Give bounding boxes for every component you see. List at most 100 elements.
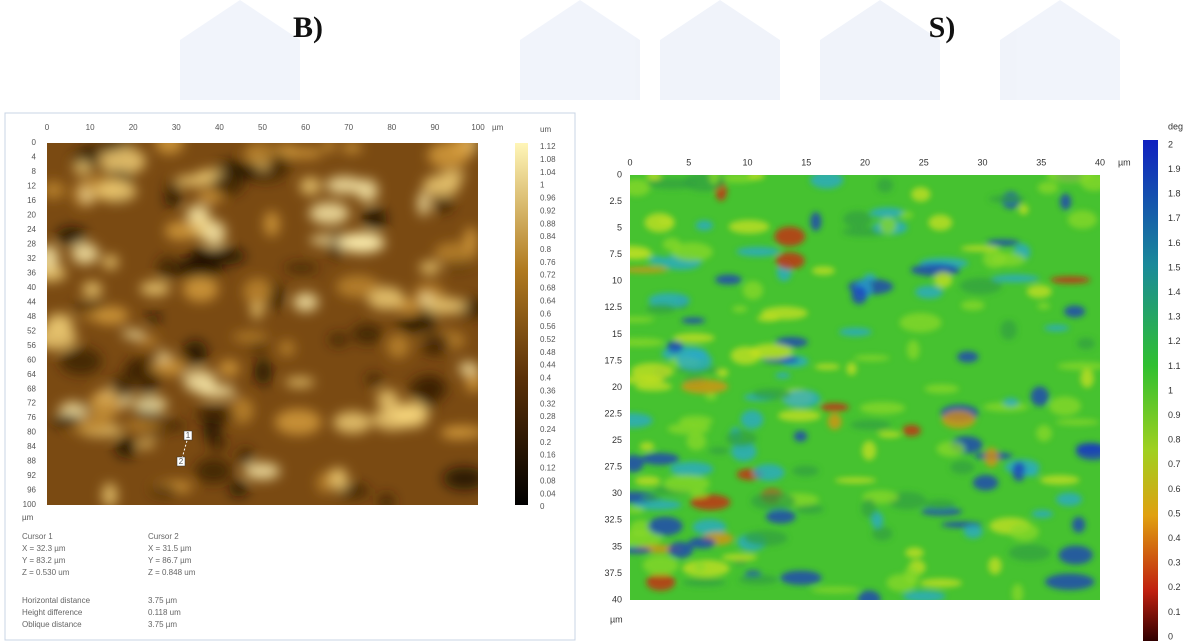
grain bbox=[231, 331, 269, 342]
grain bbox=[125, 419, 163, 432]
grain bbox=[630, 519, 653, 537]
grain bbox=[775, 372, 791, 379]
grain bbox=[88, 391, 122, 419]
grain bbox=[906, 339, 920, 360]
grain bbox=[1009, 522, 1040, 542]
grain bbox=[1055, 492, 1083, 507]
grain bbox=[126, 360, 143, 375]
grain bbox=[905, 547, 924, 559]
grain bbox=[419, 261, 441, 275]
grain bbox=[682, 578, 727, 587]
grain bbox=[465, 370, 478, 393]
grain bbox=[71, 242, 99, 265]
colorbar-tick-label: 0.48 bbox=[540, 348, 556, 357]
grain bbox=[668, 541, 693, 559]
grain bbox=[777, 409, 821, 422]
grain bbox=[678, 415, 713, 427]
x-tick-label: 5 bbox=[686, 157, 691, 167]
grain bbox=[335, 233, 384, 251]
cursor-marker: 1 bbox=[186, 431, 191, 440]
colorbar-tick-label: 0.76 bbox=[540, 258, 556, 267]
grain bbox=[100, 147, 146, 175]
measure-value: 0.118 um bbox=[148, 608, 181, 617]
grain bbox=[1039, 475, 1080, 485]
grain bbox=[284, 377, 315, 388]
grain bbox=[182, 276, 219, 302]
grain bbox=[738, 574, 779, 585]
grain bbox=[736, 246, 780, 257]
colorbar-tick-label: 0.88 bbox=[540, 219, 556, 228]
grain bbox=[690, 490, 708, 498]
grain bbox=[1003, 397, 1019, 407]
grain bbox=[705, 393, 717, 401]
x-tick-label: 100 bbox=[471, 123, 485, 132]
grain bbox=[1046, 175, 1094, 183]
grain bbox=[732, 305, 748, 313]
y-tick-label: 80 bbox=[27, 428, 36, 437]
grain bbox=[309, 202, 350, 225]
grain bbox=[924, 499, 956, 511]
grain bbox=[418, 293, 433, 304]
grain bbox=[775, 336, 808, 348]
grain bbox=[640, 452, 680, 466]
colorbar-tick-label: 0.84 bbox=[540, 232, 556, 241]
grain bbox=[748, 175, 765, 180]
cursor-x: X = 32.3 µm bbox=[22, 544, 66, 553]
y-tick-label: 32.5 bbox=[604, 515, 622, 525]
grain bbox=[164, 192, 182, 207]
grain bbox=[135, 335, 160, 347]
grain bbox=[351, 323, 383, 344]
grain bbox=[693, 560, 706, 574]
y-tick-label: 20 bbox=[27, 211, 36, 220]
y-tick-label: 20 bbox=[612, 382, 622, 392]
grain bbox=[243, 462, 281, 480]
grain bbox=[1067, 210, 1098, 229]
grain bbox=[183, 369, 217, 393]
colorbar-tick-label: 0.8 bbox=[1168, 435, 1181, 445]
grain bbox=[690, 494, 731, 511]
grain bbox=[56, 226, 87, 246]
grain bbox=[1057, 362, 1100, 371]
grain bbox=[114, 435, 138, 459]
grain bbox=[682, 559, 730, 578]
x-tick-label: 20 bbox=[129, 123, 138, 132]
grain bbox=[635, 381, 673, 392]
grain bbox=[458, 361, 478, 375]
y-tick-label: 8 bbox=[32, 167, 37, 176]
grain bbox=[843, 210, 872, 228]
grain bbox=[647, 516, 683, 536]
y-tick-label: 16 bbox=[27, 196, 36, 205]
y-tick-label: 0 bbox=[617, 169, 622, 179]
cursor-x: X = 31.5 µm bbox=[148, 544, 192, 553]
grain bbox=[774, 226, 806, 247]
grain bbox=[630, 547, 652, 554]
grain bbox=[648, 256, 665, 265]
y-tick-label: 64 bbox=[27, 370, 36, 379]
grain bbox=[1022, 469, 1039, 477]
grain bbox=[47, 264, 67, 282]
grain bbox=[708, 446, 730, 455]
y-tick-label: 2.5 bbox=[609, 196, 622, 206]
colorbar-tick-label: 0.36 bbox=[540, 386, 556, 395]
grain bbox=[915, 285, 944, 299]
grain bbox=[928, 214, 953, 231]
grain bbox=[708, 175, 720, 185]
grain bbox=[793, 430, 808, 442]
grain bbox=[991, 274, 1040, 283]
grain bbox=[630, 454, 644, 473]
grain bbox=[630, 506, 645, 514]
grain bbox=[827, 413, 842, 430]
grain bbox=[959, 277, 1003, 295]
cursor-marker: 2 bbox=[179, 457, 184, 466]
grain bbox=[899, 312, 942, 333]
grain bbox=[243, 277, 273, 305]
grain bbox=[646, 303, 677, 314]
grain bbox=[642, 555, 679, 576]
grain bbox=[731, 442, 757, 462]
grain bbox=[879, 217, 897, 235]
y-tick-label: 25 bbox=[612, 435, 622, 445]
x-tick-label: 10 bbox=[742, 157, 752, 167]
grain bbox=[417, 191, 430, 216]
grain bbox=[666, 340, 684, 353]
grain bbox=[911, 187, 931, 202]
